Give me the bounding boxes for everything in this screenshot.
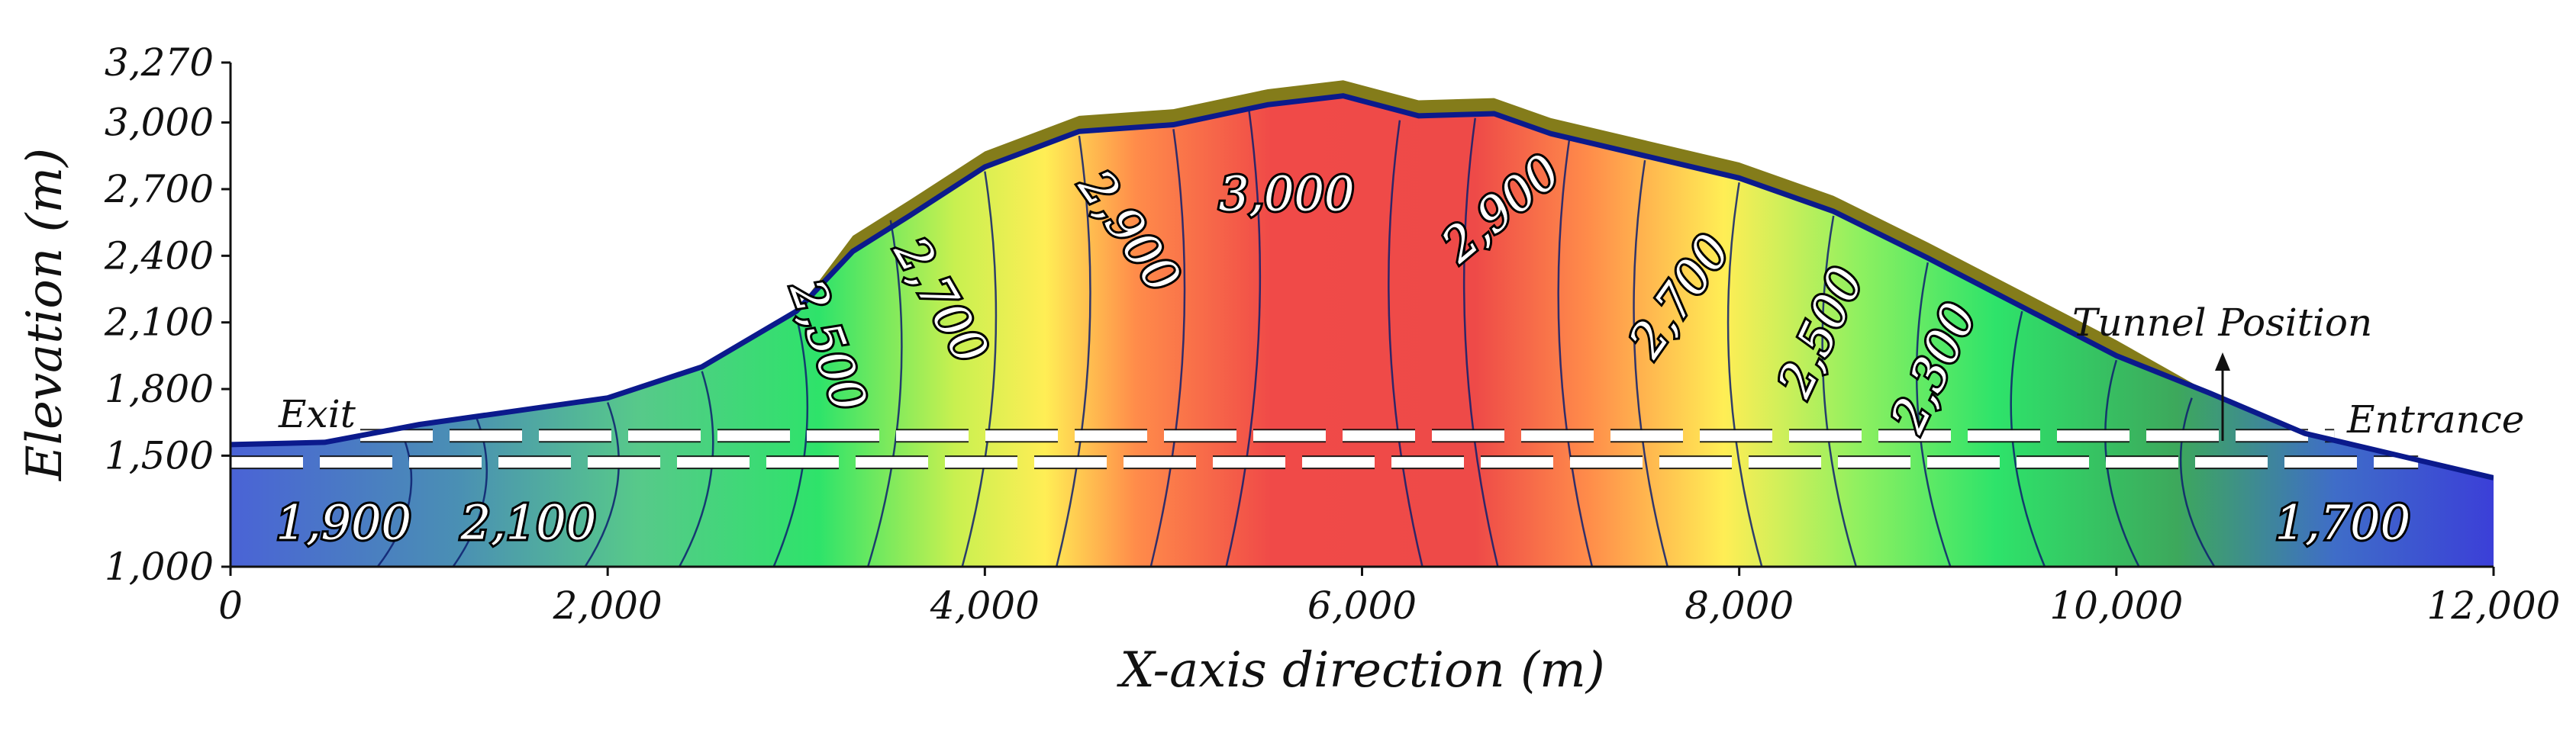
y-axis-title: Elevation (m) (17, 148, 73, 481)
contour-line (866, 220, 903, 567)
y-tick-label: 3,270 (105, 40, 214, 85)
y-tick-label: 1,500 (105, 433, 214, 477)
y-tick-label: 2,700 (104, 167, 214, 211)
contour-label: 1,900 (276, 495, 412, 551)
contour-line (1225, 108, 1262, 567)
entrance-label: Entrance (2346, 397, 2524, 442)
contour-line (772, 315, 809, 567)
plot-area (231, 80, 2494, 567)
contour-line (1557, 137, 1594, 567)
y-tick-label: 2,400 (104, 233, 214, 278)
contour-label: 1,700 (2275, 495, 2411, 551)
y-tick-label: 2,100 (104, 301, 214, 345)
tunnel (231, 429, 2419, 470)
y-tick-label: 1,000 (105, 545, 214, 589)
contour-line (1056, 135, 1091, 567)
contour-line (1462, 117, 1499, 567)
x-tick-label: 8,000 (1685, 584, 1794, 628)
exit-label: Exit (278, 392, 356, 436)
tunnel-position-label: Tunnel Position (2072, 301, 2372, 345)
x-ticks: 0 2,000 4,000 6,000 8,000 10,000 12,000 (218, 567, 2560, 628)
contour-line (376, 428, 413, 567)
contour-line (2179, 397, 2216, 567)
heat-body (231, 95, 2494, 567)
axes: 0 2,000 4,000 6,000 8,000 10,000 12,000 1,0001… (104, 40, 2561, 628)
contour-label: 2,100 (460, 495, 597, 551)
x-tick-label: 12,000 (2427, 584, 2561, 628)
contour-line (961, 171, 998, 567)
surface-line (231, 93, 2494, 481)
y-ticks: 1,000 1,500 1,800 2,100 2,400 2,700 3,000 3,270 (104, 40, 231, 589)
contour-label: 3,000 (1219, 166, 1355, 222)
x-tick-label: 10,000 (2049, 584, 2183, 628)
y-tick-label: 3,000 (105, 101, 214, 145)
contour-line (584, 402, 620, 567)
contour-line (1388, 120, 1423, 567)
contour-line (1821, 215, 1858, 567)
contour-line (1633, 159, 1668, 567)
x-tick-label: 0 (218, 584, 243, 628)
contour-line (1915, 262, 1952, 567)
x-axis-title: X-axis direction (m) (1116, 642, 1604, 699)
y-tick-label: 1,800 (105, 367, 214, 411)
tunnel-position-arrow (2215, 352, 2230, 441)
x-tick-label: 4,000 (930, 584, 1040, 628)
x-tick-label: 2,000 (553, 584, 663, 628)
contour-lines (376, 108, 2216, 567)
contour-line (1726, 182, 1763, 567)
x-tick-label: 6,000 (1307, 584, 1417, 628)
contour-line (1149, 129, 1186, 567)
